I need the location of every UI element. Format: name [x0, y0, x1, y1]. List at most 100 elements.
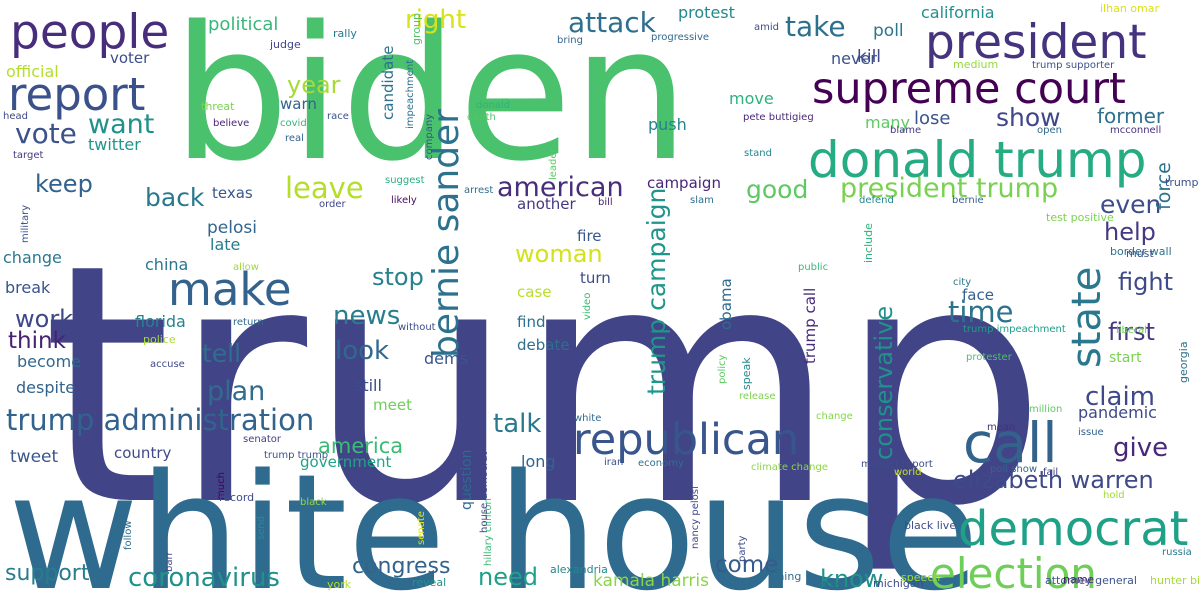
- word-even: even: [1100, 190, 1161, 219]
- word-supreme-court: supreme court: [812, 64, 1126, 114]
- word-release: release: [739, 391, 775, 402]
- word-twitter: twitter: [88, 135, 141, 154]
- word-come: come: [715, 552, 778, 578]
- word-democrat: democrat: [958, 501, 1188, 557]
- word-mueller-report: mueller report: [861, 459, 933, 470]
- word-back: back: [145, 183, 205, 212]
- word-video: video: [582, 293, 593, 320]
- word-think: think: [8, 328, 67, 354]
- word-believe: believe: [213, 118, 249, 129]
- word-dems: dems: [424, 349, 468, 368]
- word-amid: amid: [754, 22, 779, 33]
- word-likely: likely: [391, 195, 417, 206]
- word-group: group: [410, 13, 423, 45]
- word-conservative: conservative: [870, 306, 898, 460]
- word-find: find: [517, 313, 545, 331]
- word-year: year: [287, 71, 341, 99]
- word-death: death: [467, 112, 496, 123]
- word-support: support: [5, 561, 90, 586]
- word-never: never: [831, 49, 877, 68]
- word-florida: florida: [135, 312, 186, 331]
- word-include: include: [862, 223, 875, 263]
- word-news: news: [333, 301, 400, 331]
- word-work: work: [15, 305, 73, 333]
- word-make: make: [168, 263, 292, 316]
- word-government: government: [300, 453, 392, 471]
- word-poll-show: poll show: [990, 464, 1037, 475]
- word-know: know: [820, 565, 883, 593]
- word-america: america: [318, 434, 403, 458]
- word-change: change: [3, 248, 62, 267]
- word-change: change: [816, 411, 853, 422]
- word-return: return: [233, 317, 264, 328]
- word-race: race: [327, 111, 349, 122]
- word-president: president: [925, 15, 1147, 70]
- word-tweet: tweet: [10, 447, 58, 467]
- word-bring: bring: [557, 35, 583, 46]
- word-state: state: [1064, 267, 1110, 368]
- word-face: face: [962, 286, 994, 304]
- word-company: company: [424, 114, 435, 160]
- word-woman: woman: [515, 240, 603, 268]
- word-police: police: [143, 333, 176, 346]
- word-covid: covid: [280, 118, 307, 129]
- word-official: official: [6, 62, 59, 81]
- word-trump: trump: [42, 194, 1047, 578]
- word-start: start: [1109, 350, 1142, 366]
- word-senate: senate: [416, 511, 427, 545]
- word-trump-want: trump want: [1165, 176, 1200, 189]
- word-american: american: [497, 172, 624, 203]
- word-donald: donald: [476, 100, 510, 111]
- word-ilhan-omar: ilhan omar: [1100, 2, 1159, 15]
- word-protest: protest: [678, 3, 735, 22]
- word-donald-trump: donald trump: [808, 131, 1146, 189]
- word-bernie: bernie: [952, 195, 984, 206]
- word-hillary-clinton: hillary clinton: [483, 498, 494, 566]
- word-force: force: [1153, 162, 1175, 210]
- word-despite: despite: [16, 378, 75, 397]
- word-political: political: [208, 14, 278, 35]
- word-obama: obama: [717, 278, 735, 330]
- word-break: break: [5, 278, 51, 297]
- word-hunter-biden: hunter biden: [1150, 574, 1200, 587]
- word-former: former: [1097, 104, 1165, 128]
- word-send: send: [256, 516, 267, 540]
- word-senator: senator: [243, 434, 282, 445]
- word-talk: talk: [493, 409, 541, 439]
- word-another: another: [517, 195, 576, 213]
- word-republican: republican: [573, 415, 799, 465]
- word-must: must: [1126, 247, 1154, 260]
- word-real: real: [285, 133, 304, 144]
- word-lose: lose: [914, 108, 950, 129]
- word-poll: poll: [873, 21, 904, 41]
- word-issue: issue: [1078, 427, 1104, 438]
- word-people: people: [10, 5, 169, 60]
- word-congress: congress: [352, 554, 450, 579]
- word-trump-trump: trump trump: [264, 450, 328, 461]
- word-order: order: [319, 199, 347, 210]
- word-head: head: [3, 111, 28, 122]
- word-million: million: [1029, 404, 1062, 415]
- word-judge: judge: [269, 38, 301, 51]
- word-move: move: [729, 89, 774, 108]
- word-vote: vote: [15, 117, 77, 150]
- word-claim: claim: [1085, 382, 1155, 412]
- word-accuse: accuse: [150, 359, 185, 370]
- word-president-trump: president trump: [840, 173, 1058, 204]
- word-russia: russia: [1162, 547, 1192, 558]
- word-trump-call: trump call: [801, 288, 819, 364]
- word-bernie-sander: bernie sander: [426, 109, 467, 358]
- word-thing: thing: [773, 570, 801, 583]
- word-target: target: [13, 150, 43, 161]
- word-fail: fail: [1043, 467, 1058, 478]
- word-without: without: [398, 322, 436, 333]
- word-kill: kill: [857, 47, 881, 67]
- word-pelosi: pelosi: [207, 218, 257, 238]
- word-georgia: georgia: [1177, 341, 1190, 383]
- word-take: take: [785, 10, 846, 43]
- word-attack: attack: [568, 6, 657, 39]
- word-pandemic: pandemic: [1078, 403, 1157, 422]
- word-want: want: [88, 109, 154, 140]
- word-good: good: [746, 175, 808, 204]
